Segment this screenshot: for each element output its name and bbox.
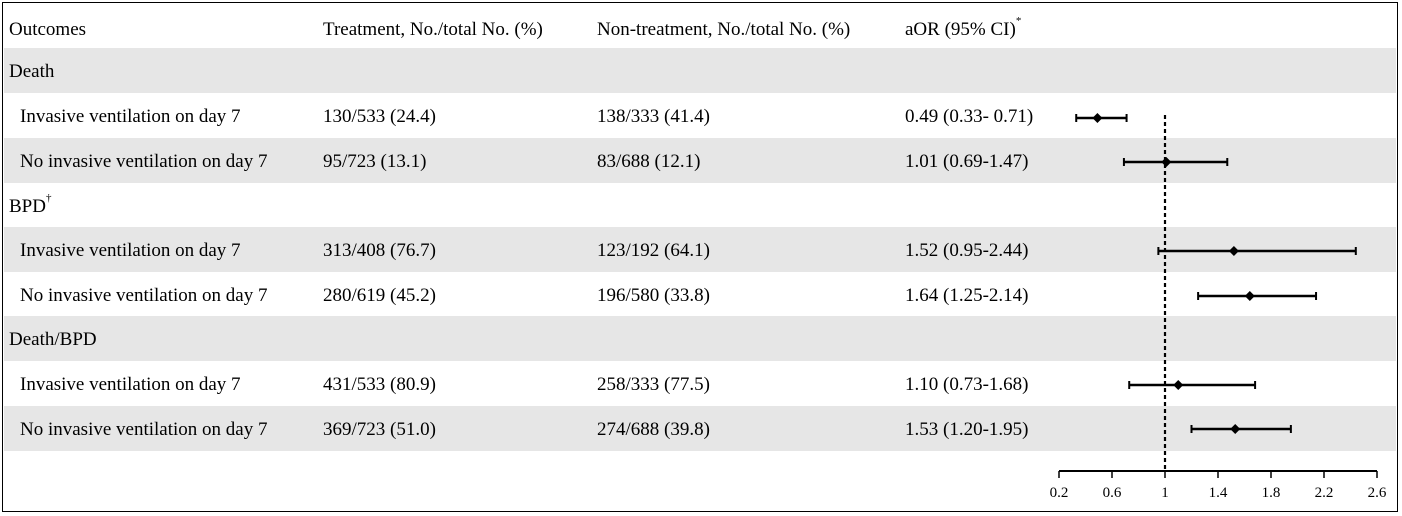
x-tick-label: 1.4 <box>1209 485 1228 501</box>
row-label: No invasive ventilation on day 7 <box>20 285 268 306</box>
table-row: No invasive ventilation on day 7 280/619… <box>4 272 1396 317</box>
row-treatment: 280/619 (45.2) <box>323 285 436 306</box>
point-estimate <box>1244 291 1255 301</box>
header-outcomes: Outcomes <box>9 19 87 40</box>
header-aor: aOR (95% CI)* <box>905 16 1021 40</box>
row-label: No invasive ventilation on day 7 <box>20 419 268 440</box>
table-row: Invasive ventilation on day 7 431/533 (8… <box>4 361 1396 406</box>
row-treatment: 130/533 (24.4) <box>323 106 436 127</box>
group-row-death: Death <box>4 48 1396 93</box>
row-aor: 0.49 (0.33- 0.71) <box>905 106 1034 127</box>
row-label: Invasive ventilation on day 7 <box>20 106 241 127</box>
forest-plot: 0.2 0.6 1 1.4 1.8 2.2 2.6 <box>1050 113 1387 501</box>
row-treatment: 431/533 (80.9) <box>323 374 436 395</box>
row-aor: 1.52 (0.95-2.44) <box>905 240 1029 261</box>
point-estimate <box>1228 246 1239 256</box>
row-aor: 1.01 (0.69-1.47) <box>905 151 1029 172</box>
header-aor-label: aOR (95% CI) <box>905 19 1016 40</box>
row-treatment: 369/723 (51.0) <box>323 419 436 440</box>
header-aor-footnote-mark: * <box>1015 15 1022 27</box>
x-tick-label: 2.2 <box>1315 485 1334 501</box>
group-label: BPD† <box>9 193 51 217</box>
point-estimate <box>1173 380 1184 390</box>
table-row: Invasive ventilation on day 7 130/533 (2… <box>4 93 1396 138</box>
row-non-treatment: 83/688 (12.1) <box>597 151 701 172</box>
group-row-bpd: BPD† <box>4 183 1396 228</box>
group-label-text: BPD <box>9 196 46 217</box>
row-label: Invasive ventilation on day 7 <box>20 240 241 261</box>
header-non-treatment: Non-treatment, No./total No. (%) <box>597 19 851 40</box>
x-tick-label: 0.6 <box>1103 485 1122 501</box>
row-non-treatment: 138/333 (41.4) <box>597 106 710 127</box>
row-non-treatment: 123/192 (64.1) <box>597 240 710 261</box>
group-footnote-mark: † <box>45 192 52 204</box>
row-aor: 1.10 (0.73-1.68) <box>905 374 1029 395</box>
header-row: Outcomes Treatment, No./total No. (%) No… <box>4 6 1396 51</box>
row-aor: 1.53 (1.20-1.95) <box>905 419 1029 440</box>
table-row: No invasive ventilation on day 7 369/723… <box>4 406 1396 451</box>
row-non-treatment: 274/688 (39.8) <box>597 419 710 440</box>
point-estimate <box>1092 113 1103 123</box>
row-non-treatment: 258/333 (77.5) <box>597 374 710 395</box>
row-treatment: 95/723 (13.1) <box>323 151 427 172</box>
row-treatment: 313/408 (76.7) <box>323 240 436 261</box>
row-non-treatment: 196/580 (33.8) <box>597 285 710 306</box>
row-label: Invasive ventilation on day 7 <box>20 374 241 395</box>
group-label: Death/BPD <box>9 329 97 350</box>
header-treatment: Treatment, No./total No. (%) <box>323 19 543 40</box>
point-estimate <box>1230 424 1241 434</box>
x-tick-label: 1 <box>1161 485 1169 501</box>
x-tick-label: 0.2 <box>1050 485 1069 501</box>
group-label: Death <box>9 61 55 82</box>
x-tick-label: 2.6 <box>1368 485 1387 501</box>
x-tick-label: 1.8 <box>1262 485 1281 501</box>
row-aor: 1.64 (1.25-2.14) <box>905 285 1029 306</box>
point-estimate <box>1161 157 1172 167</box>
row-label: No invasive ventilation on day 7 <box>20 151 268 172</box>
